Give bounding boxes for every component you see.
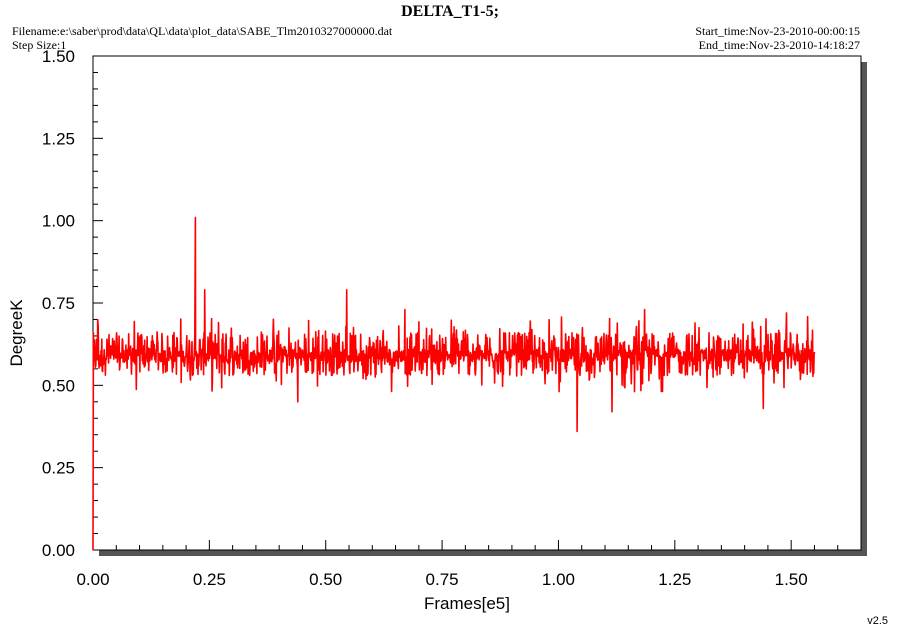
y-tick-label: 1.00 bbox=[42, 212, 75, 231]
series-line bbox=[92, 216, 816, 551]
plot-frame bbox=[92, 55, 862, 551]
y-tick-label: 0.50 bbox=[42, 376, 75, 395]
y-tick-label: 1.50 bbox=[42, 47, 75, 66]
y-axis-label: DegreeK bbox=[7, 299, 26, 367]
x-tick-label: 0.00 bbox=[76, 570, 109, 589]
step-size-label: Step Size:1 bbox=[12, 38, 67, 52]
y-tick-label: 0.25 bbox=[42, 459, 75, 478]
version-label: v2.5 bbox=[867, 615, 888, 627]
filename-label: Filename:e:\saber\prod\data\QL\data\plot… bbox=[12, 24, 393, 38]
x-tick-label: 0.75 bbox=[426, 570, 459, 589]
y-tick-label: 0.00 bbox=[42, 541, 75, 560]
start-time-label: Start_time:Nov-23-2010-00:00:15 bbox=[695, 24, 860, 38]
x-tick-label: 1.00 bbox=[542, 570, 575, 589]
x-axis-label: Frames[e5] bbox=[424, 594, 510, 613]
x-tick-label: 1.50 bbox=[775, 570, 808, 589]
x-tick-label: 0.25 bbox=[193, 570, 226, 589]
y-tick-label: 1.25 bbox=[42, 129, 75, 148]
x-tick-label: 1.25 bbox=[658, 570, 691, 589]
end-time-label: End_time:Nov-23-2010-14:18:27 bbox=[698, 38, 860, 52]
y-tick-label: 0.75 bbox=[42, 294, 75, 313]
chart-title: DELTA_T1-5; bbox=[401, 3, 499, 20]
x-tick-label: 0.50 bbox=[309, 570, 342, 589]
